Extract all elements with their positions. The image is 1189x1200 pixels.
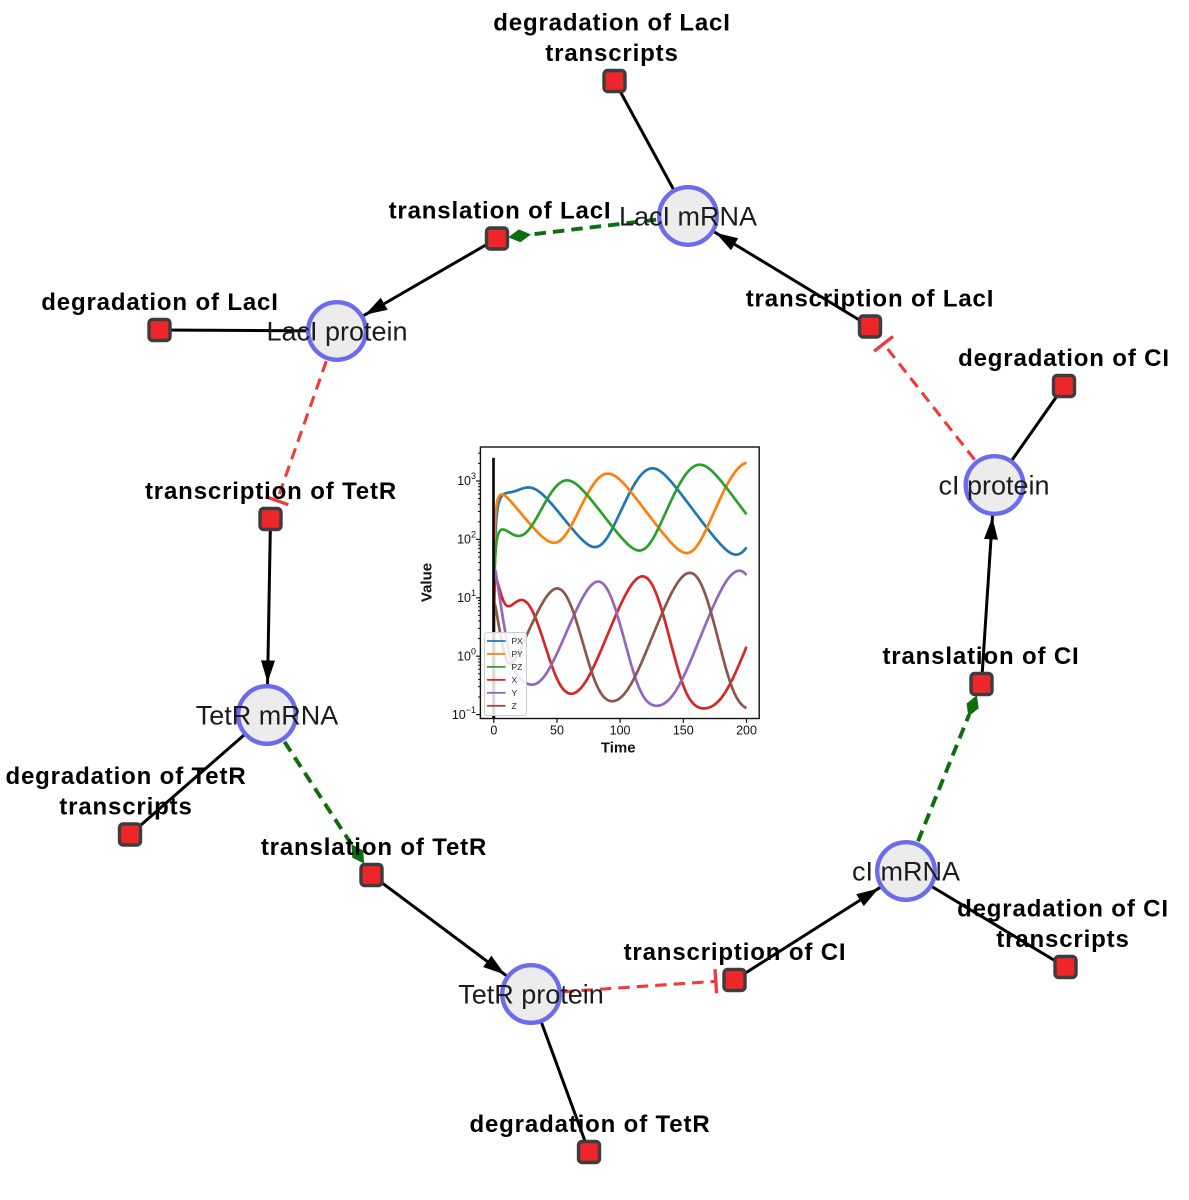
svg-text:degradation of CI: degradation of CI xyxy=(958,345,1170,372)
svg-text:Y: Y xyxy=(512,688,518,698)
svg-text:0: 0 xyxy=(490,724,497,738)
svg-text:102: 102 xyxy=(457,530,476,547)
svg-text:100: 100 xyxy=(457,646,476,663)
svg-text:103: 103 xyxy=(457,471,476,488)
svg-text:Time: Time xyxy=(601,740,636,757)
svg-text:200: 200 xyxy=(736,724,757,738)
svg-text:transcription of TetR: transcription of TetR xyxy=(145,478,397,505)
svg-text:degradation of LacI: degradation of LacI xyxy=(41,289,279,316)
svg-text:degradation of TetR: degradation of TetR xyxy=(469,1111,710,1138)
svg-text:LacI mRNA: LacI mRNA xyxy=(619,202,757,232)
svg-text:transcription of LacI: transcription of LacI xyxy=(746,286,995,313)
svg-text:translation of CI: translation of CI xyxy=(882,643,1079,670)
svg-text:transcripts: transcripts xyxy=(545,40,678,67)
svg-text:TetR protein: TetR protein xyxy=(458,980,604,1010)
svg-text:50: 50 xyxy=(550,724,564,738)
svg-text:transcripts: transcripts xyxy=(996,926,1129,953)
svg-text:PX: PX xyxy=(512,636,524,646)
svg-text:100: 100 xyxy=(610,724,631,738)
svg-text:Z: Z xyxy=(512,701,517,711)
svg-text:cI protein: cI protein xyxy=(938,471,1049,501)
svg-text:150: 150 xyxy=(673,724,694,738)
svg-text:10−1: 10−1 xyxy=(452,705,476,722)
svg-text:Value: Value xyxy=(419,563,436,602)
svg-text:TetR mRNA: TetR mRNA xyxy=(196,701,339,731)
svg-text:LacI protein: LacI protein xyxy=(266,317,407,347)
svg-text:degradation of TetR: degradation of TetR xyxy=(5,763,246,790)
svg-text:cI mRNA: cI mRNA xyxy=(852,857,960,887)
svg-text:transcripts: transcripts xyxy=(59,794,192,821)
svg-text:degradation of CI: degradation of CI xyxy=(957,896,1169,923)
svg-text:X: X xyxy=(512,675,518,685)
svg-text:degradation of LacI: degradation of LacI xyxy=(493,10,731,37)
svg-text:translation of TetR: translation of TetR xyxy=(261,834,487,861)
svg-text:PZ: PZ xyxy=(512,662,523,672)
svg-text:PY: PY xyxy=(512,649,524,659)
svg-text:transcription of CI: transcription of CI xyxy=(624,939,847,966)
svg-text:translation of LacI: translation of LacI xyxy=(389,198,612,225)
svg-text:101: 101 xyxy=(457,588,476,605)
